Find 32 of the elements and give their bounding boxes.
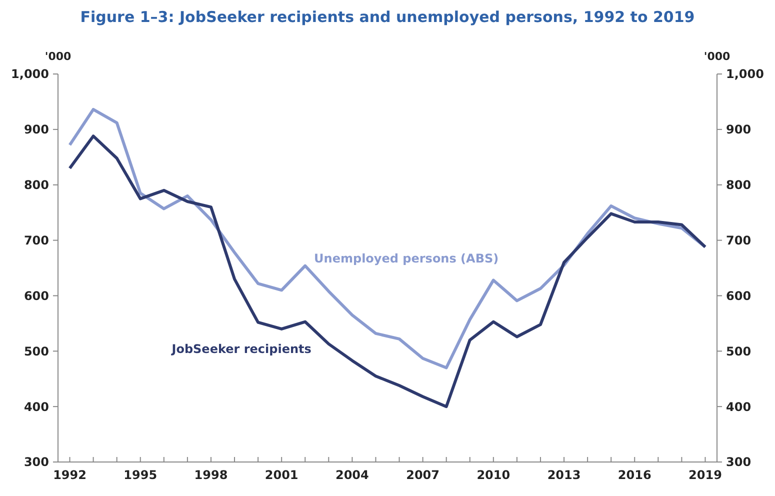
x-tick-label: 1995 xyxy=(124,468,158,482)
series-label: JobSeeker recipients xyxy=(170,342,312,356)
y2-tick-label: 900 xyxy=(726,122,752,137)
x-tick-label: 2001 xyxy=(264,468,298,482)
y2-tick-label: 1,000 xyxy=(726,67,764,82)
y2-tick-label: 800 xyxy=(726,178,752,192)
x-tick-label: 1992 xyxy=(53,468,86,482)
y-tick-label: 700 xyxy=(24,233,49,248)
y2-tick-label: 700 xyxy=(726,233,752,248)
y-tick-label: 1,000 xyxy=(11,67,49,82)
y-tick-label: 500 xyxy=(24,344,49,358)
chart-title: Figure 1–3: JobSeeker recipients and unemployed persons, 1992 to 2019 xyxy=(80,8,695,26)
y-tick-label: 900 xyxy=(24,122,49,137)
y2-tick-label: 300 xyxy=(726,455,752,470)
y2-axis-title: '000 xyxy=(704,50,731,63)
x-tick-label: 2019 xyxy=(688,468,722,482)
y-axis-title: '000 xyxy=(44,50,72,63)
x-tick-label: 2013 xyxy=(547,468,581,482)
x-tick-label: 2016 xyxy=(618,468,652,482)
series-label: Unemployed persons (ABS) xyxy=(314,251,499,266)
line-series xyxy=(68,134,707,408)
y2-tick-label: 500 xyxy=(726,344,752,358)
y-tick-label: 400 xyxy=(24,400,49,414)
x-tick-label: 2007 xyxy=(406,468,440,482)
y-tick-label: 800 xyxy=(24,178,49,192)
x-tick-label: 2004 xyxy=(335,468,369,482)
x-tick-label: 1998 xyxy=(194,468,228,482)
x-tick-label: 2010 xyxy=(476,468,510,482)
y-tick-label: 600 xyxy=(24,288,49,303)
y-tick-label: 300 xyxy=(24,455,49,470)
y2-tick-label: 400 xyxy=(726,400,752,414)
y2-tick-label: 600 xyxy=(726,288,752,303)
